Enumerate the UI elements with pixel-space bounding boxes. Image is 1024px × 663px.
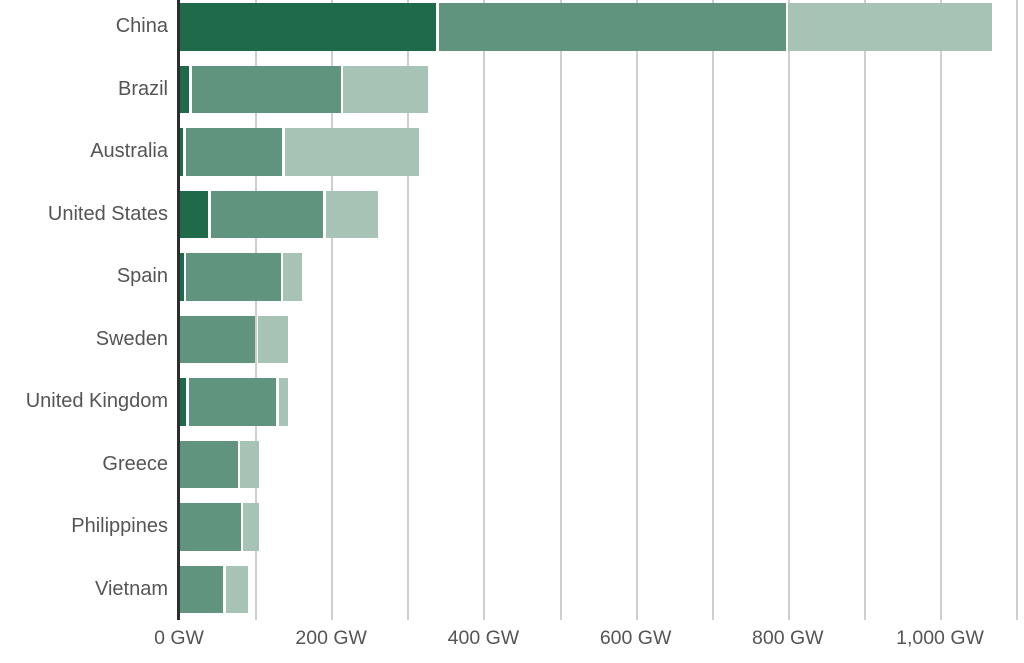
bar-segment-dark-green-segment xyxy=(180,378,187,426)
bar-row-sweden xyxy=(180,315,289,363)
bar-row-united-kingdom xyxy=(180,378,288,426)
category-label-vietnam: Vietnam xyxy=(94,577,168,600)
category-label-united-states: United States xyxy=(47,202,168,225)
category-label-brazil: Brazil xyxy=(117,77,168,100)
bar-row-australia xyxy=(180,128,419,176)
bar-row-vietnam xyxy=(180,565,248,613)
bar-segment-light-green-segment xyxy=(284,128,419,176)
bar-segment-light-green-segment xyxy=(243,503,259,551)
bar-segment-dark-green-segment xyxy=(180,128,184,176)
category-label-spain: Spain xyxy=(116,265,168,287)
gridline-400gw xyxy=(483,0,486,620)
x-tick-label-200gw: 200 GW xyxy=(295,627,367,649)
bar-segment-medium-green-segment xyxy=(180,315,256,363)
bar-segment-medium-green-segment xyxy=(186,253,281,301)
bar-segment-medium-green-segment xyxy=(185,128,283,176)
gridline-700gw xyxy=(711,0,714,620)
x-tick-label-600gw: 600 GW xyxy=(599,627,672,649)
bar-row-united-states xyxy=(180,190,378,238)
bar-row-brazil xyxy=(180,65,428,113)
bar-segment-medium-green-segment xyxy=(188,378,277,426)
category-label-united-kingdom: United Kingdom xyxy=(25,390,168,412)
gridline-900gw xyxy=(863,0,866,620)
gridline-1000gw xyxy=(940,0,942,620)
bar-row-china xyxy=(180,3,992,51)
bar-segment-medium-green-segment xyxy=(180,503,241,551)
bar-segment-light-green-segment xyxy=(225,565,248,613)
bar-row-greece xyxy=(180,440,259,488)
category-label-philippines: Philippines xyxy=(71,515,168,537)
x-tick-label-800gw: 800 GW xyxy=(752,627,824,649)
bar-segment-dark-green-segment xyxy=(180,190,209,238)
x-tick-label-0gw: 0 GW xyxy=(154,627,204,649)
gridline-100gw xyxy=(255,0,258,620)
category-label-china: China xyxy=(115,15,168,37)
bar-segment-light-green-segment xyxy=(325,190,378,238)
bar-segment-medium-green-segment xyxy=(210,190,324,238)
gridline-800gw xyxy=(787,0,790,620)
bar-segment-dark-green-segment xyxy=(180,65,190,113)
gridline-200gw xyxy=(331,0,334,620)
bar-row-philippines xyxy=(180,503,259,551)
category-label-australia: Australia xyxy=(90,140,168,162)
bar-segment-light-green-segment xyxy=(240,440,259,488)
bar-segment-dark-green-segment xyxy=(180,3,437,51)
bar-segment-dark-green-segment xyxy=(180,253,184,301)
x-tick-label-1000gw: 1,000 GW xyxy=(896,627,984,649)
bar-segment-light-green-segment xyxy=(343,65,428,113)
category-label-greece: Greece xyxy=(102,452,168,475)
bar-segment-medium-green-segment xyxy=(438,3,786,51)
bar-segment-medium-green-segment xyxy=(180,565,224,613)
gridline-500gw xyxy=(559,0,562,620)
category-label-sweden: Sweden xyxy=(95,327,168,350)
bar-segment-medium-green-segment xyxy=(191,65,341,113)
gridline-1100gw xyxy=(1016,0,1019,620)
bar-segment-light-green-segment xyxy=(788,3,992,51)
gridline-300gw xyxy=(407,0,410,620)
bar-segment-medium-green-segment xyxy=(180,440,238,488)
x-tick-label-400gw: 400 GW xyxy=(447,627,520,649)
bar-segment-light-green-segment xyxy=(278,378,288,426)
y-axis-line xyxy=(177,0,180,620)
bar-segment-light-green-segment xyxy=(283,253,303,301)
gridline-600gw xyxy=(635,0,638,620)
bar-segment-light-green-segment xyxy=(257,315,289,363)
bar-row-spain xyxy=(180,253,303,301)
